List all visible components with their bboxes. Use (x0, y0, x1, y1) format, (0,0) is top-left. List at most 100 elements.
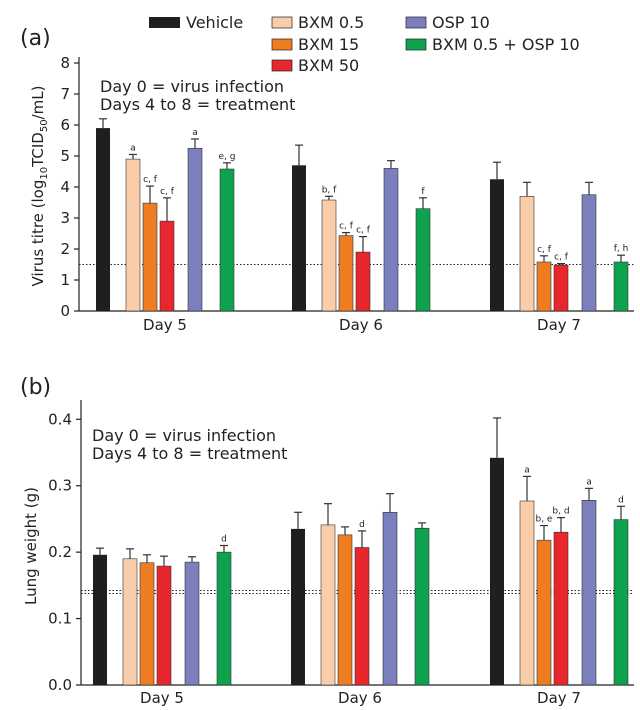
panel-a-y-tick-label: 6 (60, 116, 70, 134)
panel-b-significance-mark: d (359, 520, 365, 530)
panel-a-bar-bxm-15-day-5 (142, 202, 158, 312)
panel-a-significance-mark: c, f (537, 245, 552, 255)
panel-b-bar-vehicle-day-5 (93, 554, 107, 685)
panel-b-significance-mark: b, e (536, 515, 553, 525)
panel-a-significance-mark: a (192, 128, 198, 138)
panel-a-bar-bxm-50-day-6 (355, 251, 371, 312)
panel-a-significance-mark: e, g (219, 152, 236, 162)
panel-a-significance-mark: f (421, 187, 425, 197)
panel-a-significance-mark: b, f (322, 185, 337, 195)
panel-a-category-label-day-6: Day 6 (339, 316, 383, 334)
panel-b-bar-bxm-15-day-6 (337, 534, 353, 686)
legend-swatch-bxm-50 (271, 59, 293, 72)
panel-a-ylabel-main: Virus titre (log (29, 180, 47, 287)
chart-panel-a: Day 0 = virus infection Days 4 to 8 = tr… (29, 54, 634, 334)
legend-swatch-bxm-0-5 (271, 16, 293, 29)
panel-b-bar-bxm-15-day-7 (536, 539, 552, 686)
panel-a-bar-vehicle-day-6 (292, 165, 306, 311)
panel-a-significance-mark: c, f (143, 175, 158, 185)
panel-a-bar-bxm-0-5-osp-10-day-7 (613, 261, 629, 312)
panel-b-bar-bxm-50-day-7 (553, 531, 569, 686)
panel-b-y-tick-label: 0.4 (48, 410, 72, 428)
panel-a-bar-osp-10-day-6 (383, 168, 399, 312)
panel-label-a: (a) (20, 26, 51, 51)
panel-b-bar-osp-10-day-7 (581, 500, 597, 686)
panel-b-significance-mark: a (524, 465, 530, 475)
panel-a-bar-osp-10-day-7 (581, 194, 597, 312)
panel-a-annotation-infection: Day 0 = virus infection (100, 77, 284, 96)
panel-label-b: (b) (20, 375, 51, 400)
panel-b-bar-bxm-50-day-6 (354, 547, 370, 686)
legend-swatch-vehicle (149, 17, 180, 28)
panel-b-bar-bxm-0-5-day-7 (519, 500, 535, 686)
panel-b-bar-vehicle-day-7 (490, 457, 504, 685)
panel-b-annotation-infection: Day 0 = virus infection (92, 426, 276, 445)
panel-a-bar-bxm-50-day-7 (553, 264, 569, 312)
panel-a-significance-mark: f, h (614, 244, 629, 254)
panel-b-y-axis-label: Lung weight (g) (22, 487, 40, 605)
panel-b-category-label-day-7: Day 7 (537, 689, 581, 707)
panel-a-bar-bxm-0-5-day-6 (321, 199, 337, 312)
panel-b-category-label-day-6: Day 6 (338, 689, 382, 707)
panel-a-y-tick-label: 3 (60, 209, 70, 227)
panel-a-bar-vehicle-day-7 (490, 179, 504, 311)
panel-a-y-tick-label: 1 (60, 271, 70, 289)
panel-b-bar-bxm-0-5-osp-10-day-7 (613, 519, 629, 686)
panel-b-y-tick-label: 0.0 (48, 676, 72, 694)
panel-a-ylabel-end: /mL) (29, 86, 47, 120)
panel-b-significance-mark: d (221, 535, 227, 545)
panel-b-bar-bxm-0-5-day-6 (320, 524, 336, 686)
panel-a-y-tick-label: 0 (60, 302, 70, 320)
panel-a-category-label-day-7: Day 7 (537, 316, 581, 334)
panel-b-bar-osp-10-day-5 (184, 561, 200, 686)
panel-b-bar-bxm-0-5-osp-10-day-6 (414, 527, 430, 686)
legend-label-bxm-0-5-osp-10: BXM 0.5 + OSP 10 (432, 35, 580, 54)
panel-a-significance-mark: c, f (356, 226, 371, 236)
panel-a-bar-bxm-0-5-day-7 (519, 196, 535, 312)
panel-a-significance-mark: c, f (554, 253, 569, 263)
panel-a-y-tick-label: 5 (60, 147, 70, 165)
panel-b-y-tick-label: 0.1 (48, 610, 72, 628)
legend-label-bxm-0-5: BXM 0.5 (298, 13, 364, 32)
panel-a-significance-mark: c, f (339, 222, 354, 232)
panel-b-bar-vehicle-day-6 (291, 528, 305, 685)
legend-swatch-bxm-0-5-osp-10 (405, 38, 427, 51)
panel-a-y-tick-label: 7 (60, 85, 70, 103)
panel-b-category-label-day-5: Day 5 (140, 689, 184, 707)
panel-a-annotation-treatment: Days 4 to 8 = treatment (100, 95, 295, 114)
legend-swatch-bxm-15 (271, 38, 293, 51)
legend-label-osp-10: OSP 10 (432, 13, 490, 32)
panel-a-y-tick-label: 8 (60, 54, 70, 72)
panel-a-bar-bxm-0-5-day-5 (125, 158, 141, 312)
panel-a-bar-bxm-0-5-osp-10-day-5 (219, 168, 235, 312)
panel-b-bar-bxm-50-day-5 (156, 565, 172, 686)
panel-a-bar-bxm-50-day-5 (159, 220, 175, 312)
legend-label-bxm-50: BXM 50 (298, 56, 359, 75)
panel-b-bar-bxm-0-5-day-5 (122, 558, 138, 686)
panel-a-bar-bxm-15-day-6 (338, 235, 354, 312)
legend-swatch-osp-10 (405, 16, 427, 29)
panel-b-y-tick-label: 0.2 (48, 543, 72, 561)
panel-b-annotation-treatment: Days 4 to 8 = treatment (92, 444, 287, 463)
panel-a-significance-mark: a (130, 143, 136, 153)
legend-label-bxm-15: BXM 15 (298, 35, 359, 54)
legend: Vehicle BXM 0.5 BXM 15 BXM 50 OSP 10 BXM 0.5 … (149, 13, 580, 75)
chart-panel-b: Day 0 = virus infection Days 4 to 8 = tr… (22, 400, 634, 707)
panel-a-y-axis-label: Virus titre (log10TCID50/mL) (29, 86, 50, 287)
panel-b-significance-mark: a (586, 477, 592, 487)
panel-a-category-label-day-5: Day 5 (143, 316, 187, 334)
panel-a-bar-bxm-15-day-7 (536, 261, 552, 312)
panel-a-bar-bxm-0-5-osp-10-day-6 (415, 208, 431, 312)
panel-a-bar-osp-10-day-5 (187, 147, 203, 312)
panel-a-ylabel-mid: TCID (29, 132, 47, 168)
panel-a-y-tick-label: 2 (60, 240, 70, 258)
legend-label-vehicle: Vehicle (186, 13, 243, 32)
panel-b-significance-mark: b, d (552, 507, 569, 517)
panel-a-ylabel-sub2: 50 (39, 119, 50, 132)
panel-a-ylabel-sub1: 10 (39, 167, 50, 180)
panel-b-bar-osp-10-day-6 (382, 511, 398, 686)
panel-b-significance-mark: d (618, 495, 624, 505)
panel-b-y-tick-label: 0.3 (48, 477, 72, 495)
panel-a-significance-mark: c, f (160, 187, 175, 197)
